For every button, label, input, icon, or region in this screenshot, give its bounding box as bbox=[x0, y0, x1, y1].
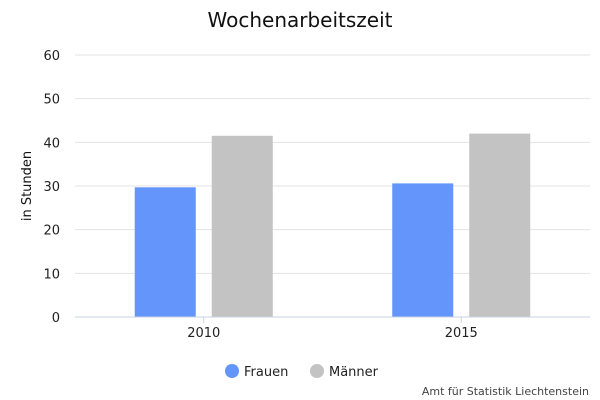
legend-item-frauen[interactable]: Frauen bbox=[225, 364, 288, 380]
chart-title: Wochenarbeitszeit bbox=[208, 8, 393, 32]
y-tick-label: 20 bbox=[43, 224, 60, 239]
bar-frauen-2015[interactable] bbox=[392, 183, 454, 317]
bar-männer-2010[interactable] bbox=[211, 135, 273, 317]
legend-label: Frauen bbox=[244, 365, 288, 380]
legend-swatch bbox=[310, 364, 324, 378]
x-tick-label: 2015 bbox=[445, 326, 478, 341]
source-credit: Amt für Statistik Liechtenstein bbox=[422, 385, 589, 398]
bar-frauen-2010[interactable] bbox=[134, 187, 196, 317]
y-axis-label: in Stunden bbox=[20, 151, 35, 221]
y-axis-ticks: 0 10 20 30 40 50 60 bbox=[43, 49, 60, 326]
legend-item-männer[interactable]: Männer bbox=[310, 364, 379, 380]
y-tick-label: 50 bbox=[43, 93, 60, 108]
y-tick-label: 40 bbox=[43, 136, 60, 151]
x-tick-label: 2010 bbox=[187, 326, 220, 341]
legend[interactable]: Frauen Männer bbox=[225, 364, 379, 380]
legend-swatch bbox=[225, 364, 239, 378]
y-tick-label: 30 bbox=[43, 180, 60, 195]
bar-männer-2015[interactable] bbox=[469, 133, 531, 317]
y-tick-label: 0 bbox=[52, 311, 60, 326]
x-axis-ticks: 2010 2015 bbox=[187, 317, 478, 341]
bars bbox=[134, 133, 531, 317]
legend-label: Männer bbox=[329, 365, 379, 380]
y-tick-label: 60 bbox=[43, 49, 60, 64]
y-tick-label: 10 bbox=[43, 267, 60, 282]
